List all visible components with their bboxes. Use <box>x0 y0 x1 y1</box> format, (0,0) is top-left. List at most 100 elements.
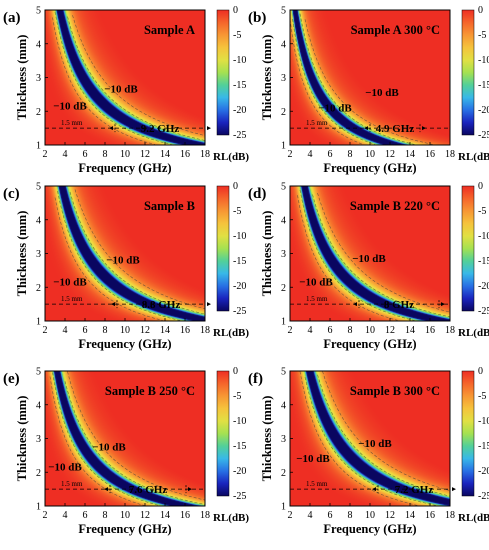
y-axis-label: Thickness (mm) <box>15 396 29 482</box>
colorbar-tick-label: -10 <box>478 416 489 427</box>
colorbar-tick-label: -25 <box>478 306 489 317</box>
bandwidth-label: 4.9 GHz <box>376 123 415 135</box>
heatmap-image <box>290 186 450 321</box>
x-tick-label: 6 <box>83 325 88 336</box>
y-tick-label: 3 <box>36 249 41 260</box>
bandwidth-label: 7.2 GHz <box>395 484 434 496</box>
colorbar <box>216 370 230 497</box>
colorbar-tick-label: -15 <box>478 441 489 452</box>
colorbar <box>461 185 475 312</box>
contour-line-4 <box>322 371 451 491</box>
x-tick-label: 14 <box>160 325 170 336</box>
x-tick-label: 8 <box>103 325 108 336</box>
x-tick-label: 10 <box>120 510 130 521</box>
x-tick-label: 8 <box>348 149 353 160</box>
contour-label: −10 dB <box>92 441 126 453</box>
x-axis-label: Frequency (GHz) <box>78 522 171 536</box>
colorbar-tick-label: -20 <box>478 105 489 116</box>
colorbar-tick-label: -20 <box>478 281 489 292</box>
colorbar-tick-label: -10 <box>233 231 246 242</box>
x-tick-label: 4 <box>308 510 313 521</box>
y-tick-label: 1 <box>281 141 286 152</box>
colorbar-tick-label: 0 <box>478 366 483 377</box>
y-tick-label: 3 <box>281 434 286 445</box>
x-tick-label: 4 <box>63 149 68 160</box>
x-tick-label: 10 <box>120 149 130 160</box>
colorbar-tick-label: -15 <box>478 80 489 91</box>
heatmap-image <box>45 186 205 321</box>
x-axis-label: Frequency (GHz) <box>78 161 171 175</box>
x-tick-label: 10 <box>365 325 375 336</box>
x-tick-label: 6 <box>83 510 88 521</box>
colorbar-tick-label: -5 <box>233 206 241 217</box>
y-tick-label: 3 <box>36 73 41 84</box>
x-tick-label: 6 <box>83 149 88 160</box>
contour-line-3 <box>299 371 418 506</box>
x-tick-label: 8 <box>348 325 353 336</box>
colorbar-tick-label: -5 <box>478 30 486 41</box>
panel-title: Sample B 220 °C <box>350 199 440 213</box>
contour-line-3 <box>52 17 156 145</box>
colorbar-tick-label: 0 <box>233 181 238 192</box>
colorbar-tick-label: -20 <box>478 466 489 477</box>
colorbar <box>216 9 230 136</box>
colorbar-tick-label: -5 <box>233 30 241 41</box>
contour-label: −10 dB <box>352 253 386 265</box>
reference-thickness-label: 1.5 mm <box>306 295 328 303</box>
heatmap-image <box>290 10 450 145</box>
x-tick-label: 4 <box>63 510 68 521</box>
x-tick-label: 12 <box>385 510 395 521</box>
colorbar-tick-label: -25 <box>478 491 489 502</box>
colorbar-tick-label: -10 <box>478 55 489 66</box>
colorbar-tick-label: 0 <box>233 366 238 377</box>
x-tick-label: 18 <box>200 510 210 521</box>
x-tick-label: 2 <box>288 325 293 336</box>
x-tick-label: 8 <box>103 149 108 160</box>
x-tick-label: 12 <box>385 149 395 160</box>
y-tick-label: 5 <box>36 367 41 378</box>
colorbar-title: RL(dB) <box>213 151 249 163</box>
x-tick-label: 8 <box>103 510 108 521</box>
panel-label: (c) <box>3 186 20 202</box>
contour-label: −10 dB <box>104 84 138 96</box>
reference-thickness-label: 1.5 mm <box>61 295 83 303</box>
x-tick-label: 2 <box>288 149 293 160</box>
colorbar-tick-label: -15 <box>233 80 246 91</box>
y-tick-label: 4 <box>36 400 41 411</box>
contour-label: −10 dB <box>358 438 392 450</box>
colorbar-tick-label: -15 <box>233 441 246 452</box>
y-tick-label: 1 <box>36 317 41 328</box>
contour-label: −10 dB <box>299 277 333 289</box>
y-tick-label: 2 <box>281 283 286 294</box>
x-tick-label: 4 <box>308 325 313 336</box>
x-tick-label: 14 <box>405 325 415 336</box>
colorbar-tick-label: -20 <box>233 281 246 292</box>
y-tick-label: 5 <box>281 6 286 17</box>
contour-line-4 <box>304 19 436 146</box>
colorbar-tick-label: -25 <box>233 491 246 502</box>
contour-label: −10 dB <box>48 462 82 474</box>
panel-title: Sample B 300 °C <box>350 384 440 398</box>
panel-title: Sample A <box>144 23 195 37</box>
contour-label: −10 dB <box>106 255 140 267</box>
bandwidth-label: 8.8 GHz <box>142 299 181 311</box>
bandwidth-label: 9.2 GHz <box>141 123 180 135</box>
y-tick-label: 2 <box>36 107 41 118</box>
colorbar-tick-label: -5 <box>478 206 486 217</box>
contour-line-3 <box>297 195 398 321</box>
colorbar-tick-label: -10 <box>233 416 246 427</box>
contour-line-4 <box>317 192 451 313</box>
contour-line-3 <box>49 376 146 506</box>
y-tick-label: 2 <box>36 468 41 479</box>
x-tick-label: 18 <box>445 325 455 336</box>
x-tick-label: 18 <box>200 149 210 160</box>
y-tick-label: 4 <box>36 39 41 50</box>
y-axis-label: Thickness (mm) <box>260 396 274 482</box>
x-axis-label: Frequency (GHz) <box>78 337 171 351</box>
bandwidth-label: 8 GHz <box>384 299 414 311</box>
contour-line-4 <box>72 15 206 136</box>
contour-line-3 <box>289 19 363 145</box>
bandwidth-label: 7.6 GHz <box>129 484 168 496</box>
